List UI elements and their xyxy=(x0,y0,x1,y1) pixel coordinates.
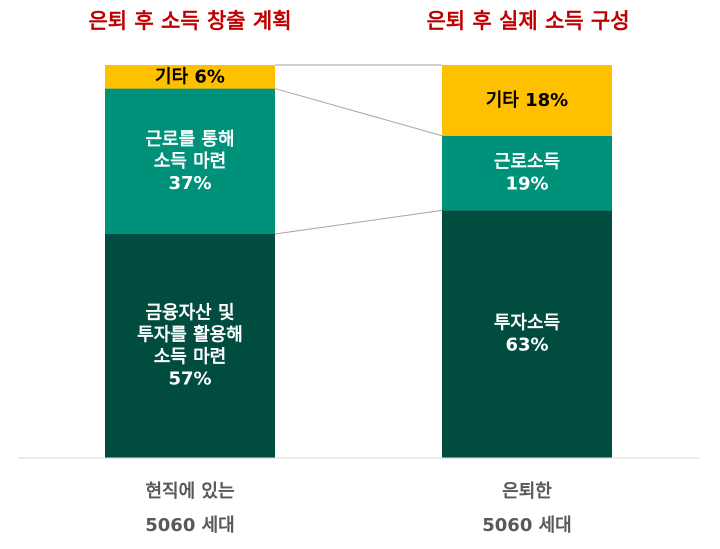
bar-2-segment-3-label: 기타 18% xyxy=(486,90,568,111)
bar-1-segment-2-value-label: 37% xyxy=(168,173,211,194)
bar-2-segment-1-label: 투자소득 xyxy=(494,313,560,334)
bar-1-segment-3 xyxy=(105,65,275,89)
connector-line-2 xyxy=(274,88,443,137)
bar-1-segment-1-label: 투자를 활용해 xyxy=(137,324,243,345)
bar-1-segment-1 xyxy=(105,233,275,458)
category-label-2-line-1: 은퇴한 xyxy=(502,481,552,502)
connector-line-1 xyxy=(274,209,443,235)
category-label-1-line-2: 5060 세대 xyxy=(145,515,234,536)
bar-2-segment-1-value-label: 63% xyxy=(505,335,548,356)
chart-title-right: 은퇴 후 실제 소득 구성 xyxy=(426,9,629,33)
bar-2-segment-1 xyxy=(442,210,612,458)
bar-2-segment-2 xyxy=(442,135,612,211)
connector-lines xyxy=(274,64,443,235)
bar-1-segment-1-value-label: 57% xyxy=(168,368,211,389)
category-labels: 현직에 있는 5060 세대 은퇴한 5060 세대 xyxy=(145,481,571,536)
bar-1-segment-2-label: 근로를 통해 xyxy=(145,129,234,150)
chart-title-left: 은퇴 후 소득 창출 계획 xyxy=(88,9,291,33)
bar-1-segment-1-label: 소득 마련 xyxy=(154,346,227,367)
bar-1-segment-2 xyxy=(105,88,275,234)
bar-2-segment-2-label: 근로소득 xyxy=(494,152,560,173)
bar-1-segment-3-label: 기타 6% xyxy=(155,66,225,87)
bar-1-segment-1-label: 금융자산 및 xyxy=(145,302,234,323)
category-label-1-line-1: 현직에 있는 xyxy=(145,481,234,502)
category-label-2-line-2: 5060 세대 xyxy=(482,515,571,536)
bar-1-segment-2-label: 소득 마련 xyxy=(154,151,227,172)
bar-2-segment-3 xyxy=(442,65,612,136)
bar-2-segment-2-value-label: 19% xyxy=(505,174,548,195)
